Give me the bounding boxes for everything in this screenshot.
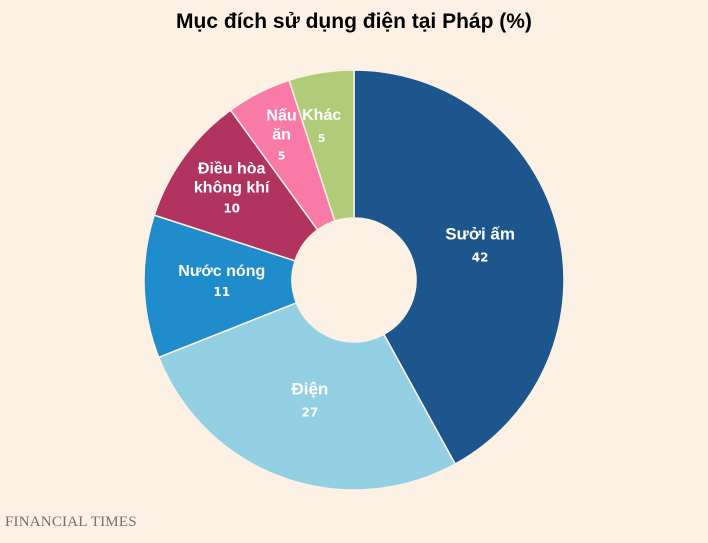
slice-value-2: 27 (302, 406, 319, 420)
slice-label-5-line-1: Nấu (266, 107, 296, 124)
slice-3 (143, 214, 298, 359)
slice-value-4: 10 (223, 202, 240, 216)
slice-2 (157, 301, 457, 491)
source-credit: FINANCIAL TIMES (5, 514, 137, 530)
slice-label-5-line-2: ăn (272, 126, 291, 143)
slice-label-2: Điện (291, 380, 328, 399)
slice-6 (288, 69, 355, 222)
slice-value-3: 11 (213, 285, 230, 299)
slice-label-1: Sưởi ấm (445, 225, 515, 244)
slice-label-4-line-2: không khí (194, 180, 270, 197)
slice-label-3: Nước nóng (178, 263, 265, 280)
labels-group: Sưởi ấm 42 Điện 27 Nước nóng 11 Điều hòa không … (178, 107, 515, 420)
slice-1 (353, 69, 565, 466)
chart-title: Mục đích sử dụng điện tại Pháp (%) (176, 10, 532, 33)
slice-label-4-line-1: Điều hòa (198, 161, 266, 178)
slice-value-6: 5 (318, 132, 326, 145)
slice-value-5: 5 (278, 149, 286, 162)
slices-group (143, 69, 565, 491)
slice-label-6: Khác (302, 107, 341, 124)
slice-4 (153, 109, 319, 262)
slice-value-1: 42 (472, 251, 489, 265)
